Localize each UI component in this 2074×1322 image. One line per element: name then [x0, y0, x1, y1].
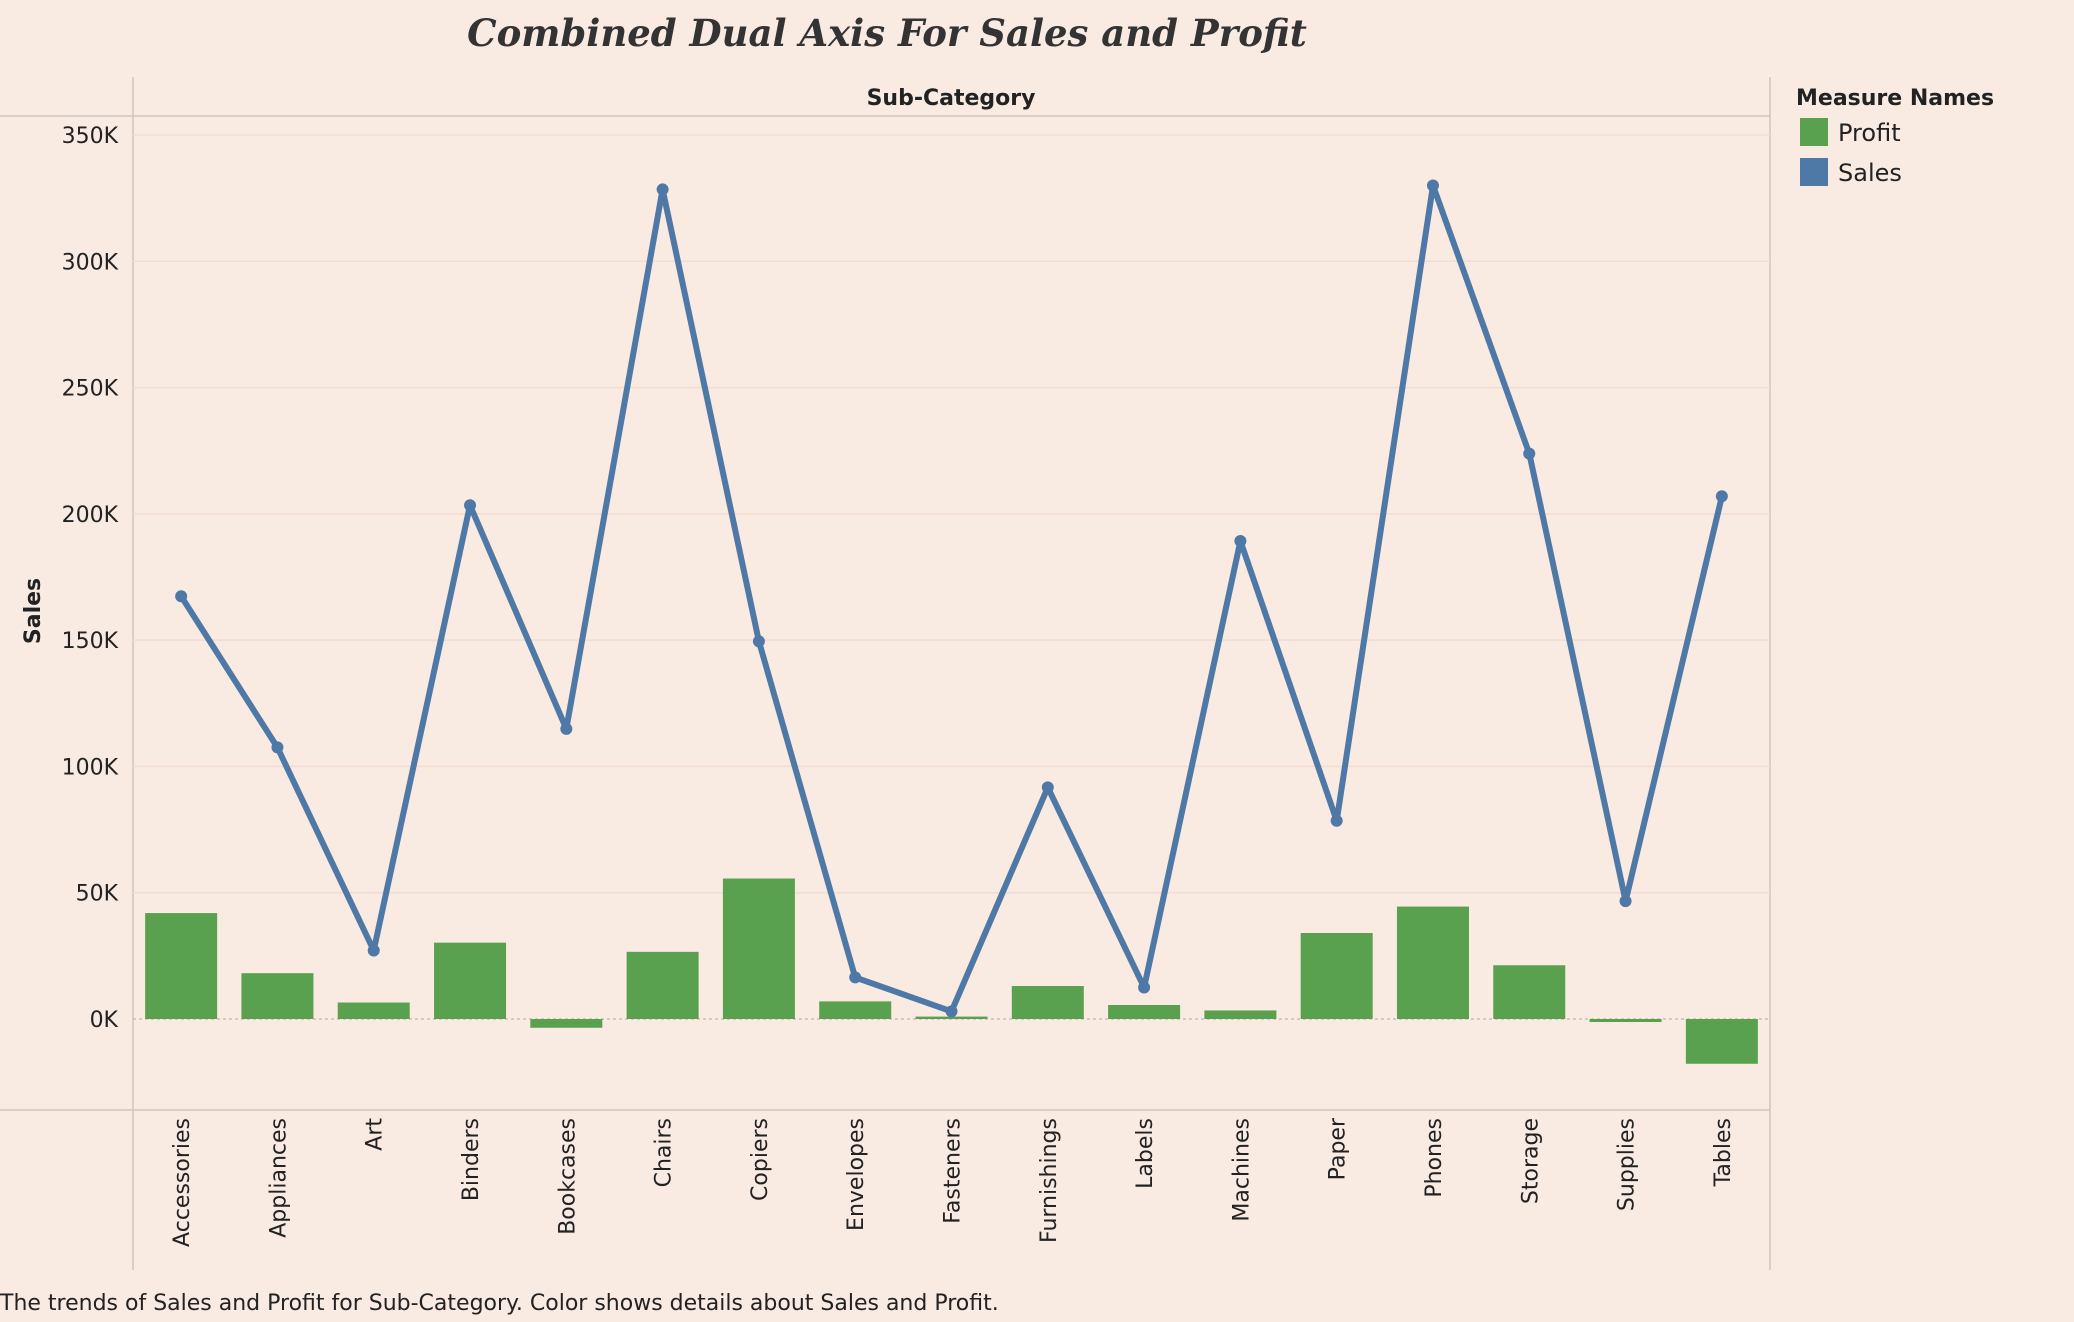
x-tick-label: Paper [1326, 1117, 1351, 1180]
sales-point [1426, 179, 1439, 192]
x-tick-label: Storage [1518, 1118, 1543, 1204]
sales-line [175, 179, 1728, 1018]
sales-point [560, 722, 573, 735]
sales-point [271, 741, 284, 754]
profit-bar [241, 973, 314, 1019]
sales-point [1715, 490, 1728, 503]
chart-frame [0, 77, 1771, 1270]
profit-bar [434, 942, 507, 1019]
profit-bar [1108, 1004, 1181, 1019]
x-axis-ticks: Accessories Appliances Art Binders Bookcases… [170, 1117, 1736, 1247]
x-tick-label: Bookcases [555, 1118, 580, 1235]
y-tick-label: 300K [62, 250, 119, 275]
legend-swatch-sales [1800, 158, 1828, 186]
y-tick-label: 50K [76, 882, 119, 907]
sales-point [464, 499, 477, 512]
profit-bars [145, 878, 1758, 1064]
x-tick-label: Appliances [266, 1118, 291, 1238]
x-tick-label: Phones [1422, 1118, 1447, 1198]
profit-bar [1300, 932, 1373, 1019]
profit-bar [1493, 965, 1566, 1019]
legend: Measure Names Profit Sales [1796, 86, 1994, 187]
profit-bar [1011, 986, 1084, 1019]
profit-bar [915, 1016, 988, 1019]
sales-point [175, 590, 188, 603]
y-tick-label: 100K [62, 755, 119, 780]
legend-title: Measure Names [1796, 86, 1994, 111]
profit-bar [819, 1001, 892, 1019]
profit-bar [337, 1002, 410, 1019]
x-tick-label: Furnishings [1037, 1118, 1062, 1243]
sales-point [656, 183, 669, 196]
column-header: Sub-Category [867, 86, 1036, 111]
gridlines [133, 134, 1770, 894]
sales-point [1619, 895, 1632, 908]
x-tick-label: Chairs [652, 1118, 677, 1187]
chart-title: Combined Dual Axis For Sales and Profit [467, 11, 1307, 55]
y-tick-label: 350K [62, 124, 119, 149]
legend-label-sales: Sales [1838, 159, 1902, 187]
sales-point [1330, 814, 1343, 827]
x-tick-label: Supplies [1615, 1118, 1640, 1211]
sales-point [945, 1005, 958, 1018]
y-tick-label: 250K [62, 377, 119, 402]
profit-bar [626, 951, 699, 1019]
profit-bar [1685, 1019, 1758, 1064]
sales-point [752, 635, 765, 648]
y-axis-ticks: 0K 50K 100K 150K 200K 250K 300K 350K [62, 124, 119, 1033]
sales-point [367, 944, 380, 957]
profit-bar [145, 913, 218, 1019]
caption: The trends of Sales and Profit for Sub-C… [0, 1291, 999, 1316]
x-tick-label: Accessories [170, 1118, 195, 1247]
x-tick-label: Envelopes [844, 1118, 869, 1231]
y-tick-label: 0K [90, 1008, 119, 1033]
x-tick-label: Tables [1711, 1118, 1736, 1187]
sales-point [1523, 447, 1536, 460]
sales-point [849, 971, 862, 984]
x-tick-label: Fasteners [941, 1118, 966, 1224]
sales-point [1234, 535, 1247, 548]
profit-bar [1396, 906, 1469, 1019]
x-tick-label: Machines [1229, 1118, 1254, 1222]
profit-bar [530, 1019, 603, 1028]
sales-point [1041, 781, 1054, 794]
profit-bar [722, 878, 795, 1019]
sales-line-path [178, 182, 1725, 1015]
x-tick-label: Binders [459, 1118, 484, 1201]
legend-swatch-profit [1800, 118, 1828, 146]
profit-bar [1589, 1019, 1662, 1023]
x-tick-label: Labels [1133, 1118, 1158, 1189]
x-tick-label: Copiers [748, 1118, 773, 1201]
legend-label-profit: Profit [1838, 119, 1901, 147]
y-axis-title: Sales [21, 578, 46, 644]
x-tick-label: Art [363, 1118, 388, 1151]
profit-bar [1204, 1010, 1277, 1019]
y-tick-label: 150K [62, 629, 119, 654]
sales-point [1138, 981, 1151, 994]
y-tick-label: 200K [62, 503, 119, 528]
